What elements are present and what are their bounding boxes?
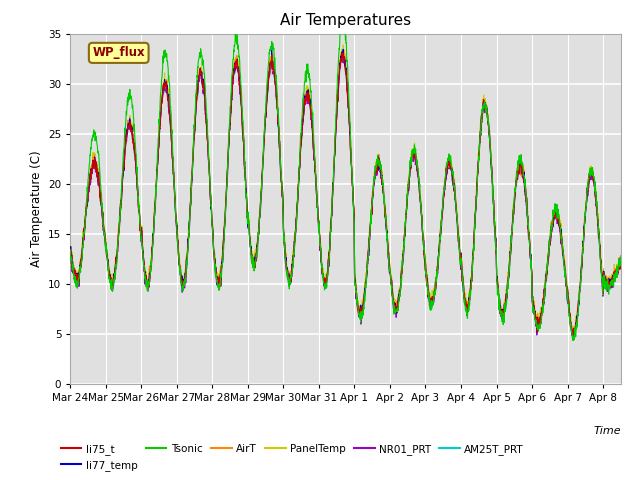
Y-axis label: Air Temperature (C): Air Temperature (C) <box>29 151 43 267</box>
Text: WP_flux: WP_flux <box>92 47 145 60</box>
Text: Time: Time <box>593 426 621 436</box>
Legend: li75_t, li77_temp, Tsonic, AirT, PanelTemp, NR01_PRT, AM25T_PRT: li75_t, li77_temp, Tsonic, AirT, PanelTe… <box>56 439 528 475</box>
Title: Air Temperatures: Air Temperatures <box>280 13 411 28</box>
